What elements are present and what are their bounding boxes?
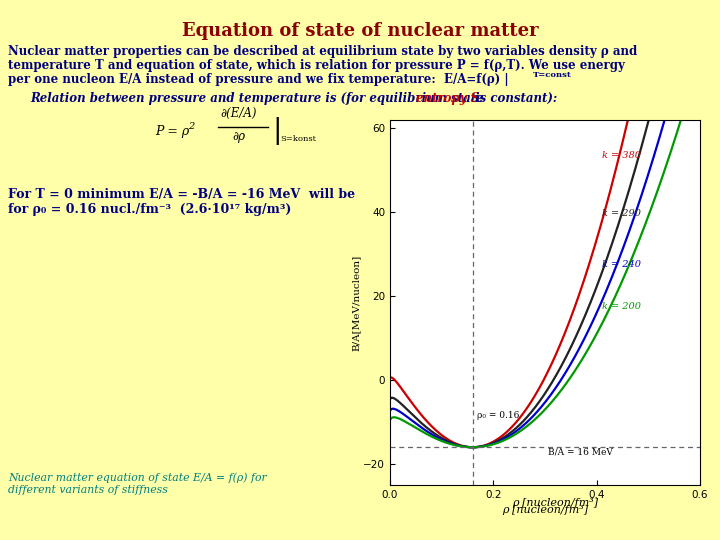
Text: S=konst: S=konst — [280, 135, 316, 143]
Text: ρ [nucleon/fm³]: ρ [nucleon/fm³] — [512, 498, 598, 508]
Text: For T = 0 minimum E/A = -B/A = -16 MeV  will be: For T = 0 minimum E/A = -B/A = -16 MeV w… — [8, 188, 355, 201]
Text: Relation between pressure and temperature is (for equilibrium state: Relation between pressure and temperatur… — [30, 92, 487, 105]
Text: k = 240: k = 240 — [602, 260, 641, 269]
Text: 2: 2 — [188, 122, 194, 131]
Text: different variants of stiffness: different variants of stiffness — [8, 485, 168, 495]
Text: Nuclear matter properties can be described at equilibrium state by two variables: Nuclear matter properties can be describ… — [8, 45, 637, 58]
Text: |: | — [272, 117, 282, 145]
Text: Equation of state of nuclear matter: Equation of state of nuclear matter — [181, 22, 539, 40]
Text: T=const: T=const — [533, 71, 572, 79]
Text: B/A = 16 MeV: B/A = 16 MeV — [548, 448, 613, 457]
Text: ρ₀ = 0.16: ρ₀ = 0.16 — [477, 411, 519, 420]
Text: P = ρ: P = ρ — [155, 125, 189, 138]
X-axis label: ρ [nucleon/fm³]: ρ [nucleon/fm³] — [502, 505, 588, 515]
Text: k = 290: k = 290 — [602, 210, 641, 219]
Text: temperature T and equation of state, which is relation for pressure P = f(ρ,T). : temperature T and equation of state, whi… — [8, 59, 625, 72]
Text: k = 200: k = 200 — [602, 302, 641, 311]
Text: ∂ρ: ∂ρ — [232, 130, 245, 143]
Text: for ρ₀ = 0.16 nucl./fm⁻³  (2.6·10¹⁷ kg/m³): for ρ₀ = 0.16 nucl./fm⁻³ (2.6·10¹⁷ kg/m³… — [8, 203, 292, 216]
Text: per one nucleon E/A instead of pressure and we fix temperature:  E/A=f(ρ) |: per one nucleon E/A instead of pressure … — [8, 73, 508, 86]
Text: ∂(E/A): ∂(E/A) — [220, 107, 256, 120]
Text: entropy S: entropy S — [416, 92, 480, 105]
Text: is constant):: is constant): — [471, 92, 557, 105]
Y-axis label: B/A[MeV/nucleon]: B/A[MeV/nucleon] — [351, 254, 361, 350]
Text: Nuclear matter equation of state E/A = f(ρ) for: Nuclear matter equation of state E/A = f… — [8, 472, 266, 483]
Text: k = 380: k = 380 — [602, 151, 641, 160]
